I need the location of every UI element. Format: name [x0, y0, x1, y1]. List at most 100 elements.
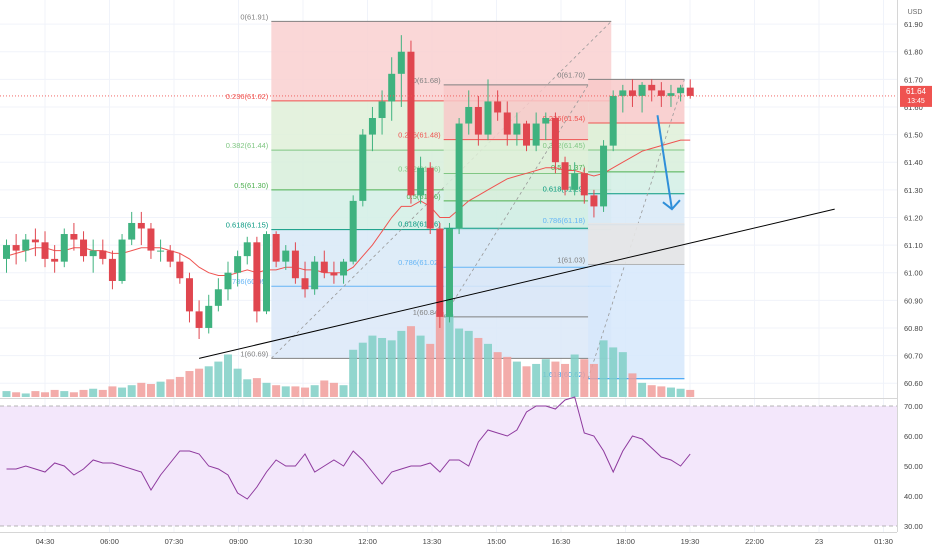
candle[interactable] [51, 245, 59, 273]
candle[interactable] [176, 253, 184, 284]
trendline[interactable] [198, 208, 835, 359]
candle[interactable] [234, 250, 242, 287]
candle[interactable] [359, 129, 367, 207]
candle[interactable] [99, 239, 107, 265]
candle[interactable] [272, 231, 280, 268]
candle[interactable] [378, 90, 386, 135]
candle[interactable] [628, 79, 636, 107]
candle[interactable] [619, 84, 627, 113]
candle[interactable] [590, 189, 598, 218]
candle[interactable] [609, 90, 617, 152]
candle[interactable] [3, 239, 10, 273]
candle-body [503, 112, 511, 135]
candle[interactable] [667, 84, 675, 107]
candle[interactable] [41, 231, 49, 268]
candle[interactable] [147, 222, 155, 259]
candle[interactable] [349, 195, 357, 265]
candle[interactable] [455, 118, 463, 235]
candle[interactable] [320, 250, 328, 279]
candle[interactable] [291, 242, 299, 284]
candle[interactable] [22, 234, 30, 262]
candle-body [301, 278, 309, 290]
candle[interactable] [137, 211, 145, 246]
candle[interactable] [31, 228, 39, 257]
candle[interactable] [118, 234, 126, 284]
candle[interactable] [580, 167, 588, 204]
candle[interactable] [638, 82, 646, 113]
candle[interactable] [571, 162, 579, 196]
candle[interactable] [436, 222, 444, 328]
candle[interactable] [465, 90, 473, 135]
candle[interactable] [657, 82, 665, 107]
candle[interactable] [263, 231, 271, 315]
candle[interactable] [224, 261, 232, 301]
candle[interactable] [70, 222, 78, 251]
candle[interactable] [494, 90, 502, 121]
drawings[interactable] [0, 95, 897, 359]
candle[interactable] [532, 112, 540, 152]
candles[interactable] [3, 35, 694, 339]
candle[interactable] [282, 245, 290, 270]
candle[interactable] [407, 40, 415, 204]
candle[interactable] [368, 106, 376, 152]
time-tick-label: 13:30 [423, 537, 442, 546]
projection-arrow-head[interactable] [662, 199, 681, 211]
candle[interactable] [311, 256, 319, 295]
price-tick-label: 61.00 [904, 269, 923, 278]
candle[interactable] [330, 261, 338, 284]
candle[interactable] [417, 156, 425, 204]
volume-bar [41, 392, 50, 397]
candle[interactable] [551, 112, 559, 174]
volume-bar [89, 388, 98, 397]
rsi-pane[interactable] [0, 396, 932, 527]
projection-arrow-shaft[interactable] [656, 115, 673, 210]
candle-body [600, 145, 608, 207]
fib-level-label: 1(61.03) [557, 255, 585, 264]
candle[interactable] [397, 35, 405, 107]
time-tick-label: 07:30 [165, 537, 184, 546]
volume-bar [146, 384, 155, 397]
candle-body [494, 101, 502, 113]
candle[interactable] [157, 239, 165, 262]
fib-zone [443, 267, 589, 317]
candle[interactable] [686, 79, 694, 99]
candle[interactable] [80, 231, 88, 262]
candle[interactable] [513, 112, 521, 146]
candle[interactable] [648, 79, 656, 102]
candle-body [253, 242, 261, 312]
candle[interactable] [205, 294, 213, 334]
candle[interactable] [214, 278, 222, 312]
candle[interactable] [677, 84, 685, 102]
candle[interactable] [600, 140, 608, 212]
fib-level-label: 1(60.69) [240, 349, 268, 358]
candle[interactable] [340, 258, 348, 284]
candle[interactable] [542, 112, 550, 141]
candle[interactable] [561, 156, 569, 196]
volume-bar [580, 359, 589, 397]
candle[interactable] [253, 236, 261, 323]
candle[interactable] [445, 222, 453, 323]
candle[interactable] [474, 95, 482, 146]
candle[interactable] [243, 236, 251, 265]
candle[interactable] [523, 120, 531, 152]
candle[interactable] [185, 272, 193, 323]
candle[interactable] [166, 245, 174, 268]
candle[interactable] [12, 234, 20, 265]
candle[interactable] [108, 250, 116, 290]
candle[interactable] [128, 211, 136, 246]
candle[interactable] [89, 239, 97, 273]
volume-bar [416, 335, 425, 397]
candle[interactable] [301, 261, 309, 298]
price-tick-label: 60.90 [904, 296, 923, 305]
candle-body [166, 250, 174, 262]
candle-body [388, 73, 396, 102]
candle[interactable] [484, 79, 492, 141]
fib-zone [443, 228, 589, 268]
candle[interactable] [503, 101, 511, 146]
candle[interactable] [195, 300, 203, 339]
candle[interactable] [388, 57, 396, 121]
candle[interactable] [426, 162, 434, 235]
candle[interactable] [60, 228, 68, 268]
